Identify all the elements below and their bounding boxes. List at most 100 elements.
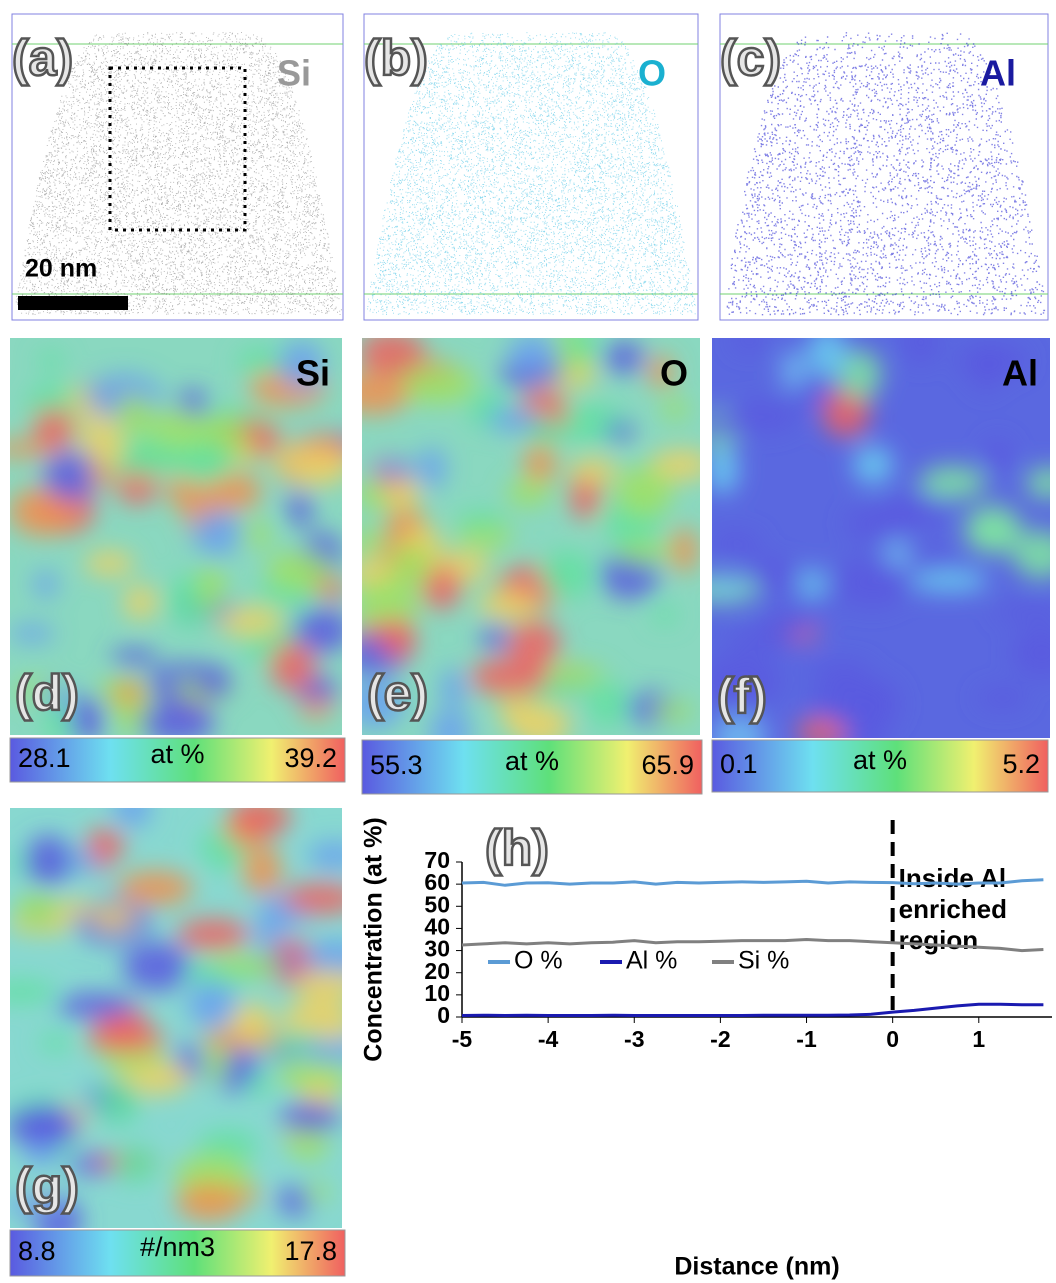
element-label: Al [1002, 353, 1038, 394]
heatmap-blob [40, 684, 73, 706]
y-tick-label: 30 [424, 936, 450, 962]
heatmap-blob [440, 668, 467, 710]
x-tick-label: -2 [710, 1026, 730, 1052]
heatmap-blob [236, 348, 286, 377]
scale-bar [18, 296, 128, 310]
colorbar-min: 0.1 [720, 749, 758, 779]
heatmap-blob [115, 1145, 157, 1184]
heatmap-blob [992, 603, 1050, 621]
colorbar [9, 737, 346, 783]
heatmap-blob [615, 466, 673, 518]
point-cloud [367, 32, 696, 315]
heatmap-blob [605, 421, 636, 441]
bounding-box [719, 13, 1049, 321]
y-axis-label: Concentration (at %) [360, 817, 388, 1061]
colorbar-max: 39.2 [284, 743, 337, 773]
heatmap-blob [166, 475, 198, 508]
heatmap-blob [362, 529, 383, 552]
heatmap-blob [844, 711, 887, 738]
heatmap-blob [586, 681, 629, 727]
panel-label: (c) [720, 30, 781, 86]
heatmap-blob [304, 939, 342, 979]
heatmap-blob [123, 584, 158, 620]
heatmap-blob [507, 338, 559, 373]
heatmap-blob [388, 543, 434, 587]
heatmap-blob [956, 344, 1029, 378]
heatmap-blob [918, 465, 987, 500]
heatmap-blob [1025, 467, 1050, 500]
colorbar-min: 55.3 [370, 750, 423, 780]
heatmap-blob [265, 550, 334, 591]
heatmap-blob [96, 1078, 141, 1126]
heatmap-blob [808, 338, 847, 379]
series-line [461, 1002, 1044, 1018]
y-tick-label: 70 [424, 847, 450, 873]
heatmap-blob [140, 408, 202, 432]
heatmap-blob [10, 980, 57, 1004]
heatmap-blob [242, 844, 283, 895]
colorbar [361, 739, 703, 795]
panel-label: (d) [15, 665, 79, 721]
heatmap-blob [307, 841, 342, 870]
heatmap-blob [650, 449, 700, 481]
heatmap-blob [652, 605, 677, 625]
heatmap-blob [117, 394, 153, 436]
heatmap-blob [976, 687, 1028, 709]
heatmap-blob [177, 918, 250, 951]
annotation: region [899, 925, 978, 955]
colorbar [9, 1229, 346, 1277]
heatmap-blob [480, 623, 508, 650]
heatmap-blob [845, 505, 916, 542]
colorbar-unit: at % [150, 739, 204, 769]
heatmap-blob [52, 899, 96, 916]
colorbar [711, 739, 1049, 793]
heatmap-blob [212, 956, 285, 977]
panel-label: (e) [367, 665, 428, 721]
heatmap-blob [303, 1182, 330, 1203]
heatmap-blobs [362, 338, 700, 735]
heatmap-blob [375, 486, 423, 507]
heatmap-blob [43, 450, 100, 502]
heatmap-blob [122, 941, 192, 992]
y-tick-label: 40 [424, 914, 450, 940]
series-line [461, 878, 1044, 887]
heatmap-blob [362, 482, 388, 509]
heatmap-blob [25, 835, 72, 886]
heatmap-blob [362, 370, 410, 415]
heatmap-blob [373, 458, 417, 479]
heatmap-blob [661, 397, 688, 421]
heatmap-blob [759, 611, 811, 639]
heatmap-blob [1011, 627, 1050, 679]
heatmap-blob [903, 338, 939, 365]
heatmap-blob [279, 1101, 341, 1133]
heatmap-blob [712, 714, 767, 738]
colorbar-min: 8.8 [18, 1236, 56, 1266]
heatmap-blob [477, 590, 540, 621]
heatmap-blob [670, 527, 698, 573]
legend-label: Si % [738, 947, 789, 975]
heatmap-blob [295, 969, 342, 1000]
heatmap-blob [1012, 530, 1050, 579]
heatmap-blob [808, 660, 873, 679]
heatmap-blob [204, 1038, 229, 1084]
x-tick-label: 1 [972, 1026, 985, 1052]
heatmap-blob [797, 595, 833, 613]
heatmap-blob [276, 1057, 342, 1091]
heatmap-blobs [712, 338, 1050, 738]
heatmap-blob [278, 340, 324, 389]
heatmap-blob [362, 338, 426, 375]
heatmap-blob [523, 443, 557, 483]
element-label: O [660, 353, 688, 394]
heatmap-blob [32, 408, 75, 448]
heatmap-blob [27, 1108, 72, 1138]
scale-bar-label: 20 nm [25, 255, 97, 283]
heatmap-blob [910, 568, 989, 593]
element-label: Si [277, 53, 311, 94]
heatmap-blob [247, 922, 290, 944]
heatmap-blobs [10, 808, 342, 1228]
panel-label: (g) [15, 1158, 79, 1214]
legend-label: O % [514, 947, 563, 975]
heatmap-blob [418, 447, 447, 490]
point-cloud [15, 32, 342, 315]
x-tick-label: -5 [452, 1026, 473, 1052]
